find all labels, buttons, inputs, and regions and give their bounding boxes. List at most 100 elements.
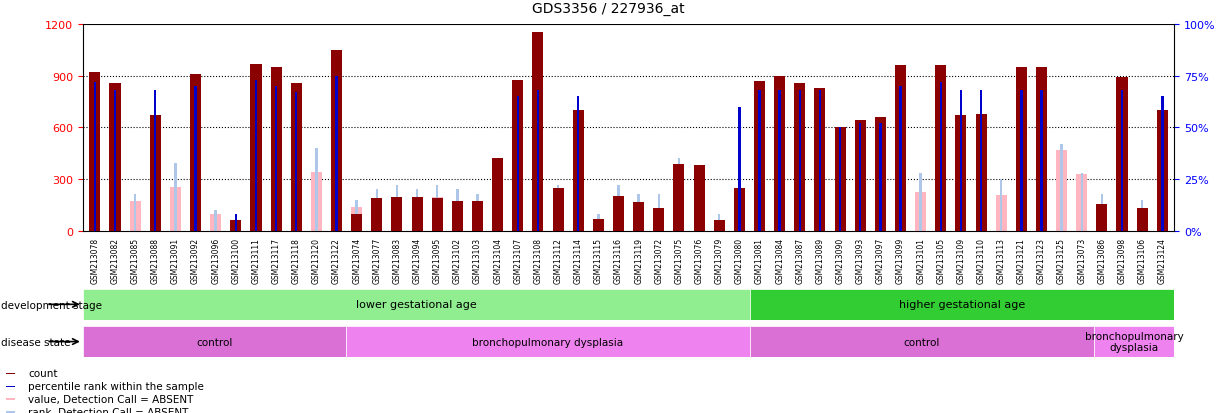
Bar — [654, 209, 664, 231]
Bar — [456, 190, 459, 231]
Bar — [1116, 78, 1128, 231]
Text: bronchopulmonary
dysplasia: bronchopulmonary dysplasia — [1084, 331, 1183, 353]
Bar — [6, 373, 15, 374]
Bar — [83, 326, 346, 357]
Bar — [1157, 111, 1168, 231]
Bar — [854, 120, 865, 231]
Bar — [472, 202, 483, 231]
Bar — [155, 91, 157, 231]
Bar — [235, 215, 237, 231]
Bar — [894, 66, 905, 231]
Bar — [492, 161, 503, 231]
Bar — [1076, 174, 1087, 231]
Bar — [859, 124, 862, 231]
Bar — [1016, 68, 1027, 231]
Bar — [758, 91, 761, 231]
Bar — [798, 91, 801, 231]
Bar — [694, 166, 705, 231]
Bar — [6, 386, 15, 387]
Bar — [376, 190, 378, 231]
Text: bronchopulmonary dysplasia: bronchopulmonary dysplasia — [472, 337, 623, 347]
Bar — [1020, 91, 1022, 231]
Bar — [795, 84, 806, 231]
Bar — [935, 66, 947, 231]
Bar — [537, 91, 539, 231]
Bar — [295, 93, 297, 231]
Bar — [134, 194, 136, 231]
Bar — [573, 111, 584, 231]
Bar — [195, 87, 197, 231]
Bar — [497, 163, 499, 231]
Bar — [170, 188, 181, 231]
Bar — [657, 194, 660, 231]
Bar — [1100, 194, 1103, 231]
Bar — [919, 173, 921, 231]
Bar — [113, 91, 116, 231]
Bar — [211, 214, 221, 231]
Bar — [452, 201, 462, 231]
Bar — [734, 188, 745, 231]
Bar — [1161, 97, 1163, 231]
Bar — [673, 164, 684, 231]
Bar — [411, 199, 422, 231]
Bar — [1081, 173, 1083, 231]
Bar — [355, 200, 358, 231]
Bar — [1097, 204, 1107, 231]
Bar — [996, 195, 1006, 231]
Bar — [940, 83, 942, 231]
Bar — [432, 198, 443, 231]
Bar — [110, 84, 120, 231]
Bar — [960, 91, 963, 231]
Bar — [739, 173, 741, 231]
Bar — [875, 118, 886, 231]
Bar — [755, 82, 765, 231]
Bar — [371, 199, 382, 231]
Bar — [129, 201, 141, 231]
Bar — [1121, 91, 1123, 231]
Bar — [1142, 200, 1144, 231]
Bar — [577, 97, 579, 231]
Text: control: control — [903, 337, 940, 347]
Bar — [352, 214, 363, 231]
Bar — [492, 159, 503, 231]
Bar — [94, 83, 96, 231]
Bar — [532, 33, 544, 231]
Bar — [331, 51, 342, 231]
Bar — [593, 220, 604, 231]
Bar — [476, 194, 478, 231]
Bar — [976, 114, 987, 231]
Bar — [472, 201, 483, 231]
Bar — [6, 411, 15, 413]
Bar — [638, 194, 640, 231]
Bar — [1036, 68, 1047, 231]
Bar — [553, 188, 563, 231]
Bar — [899, 87, 902, 231]
Bar — [718, 215, 720, 231]
Bar — [190, 75, 201, 231]
Bar — [980, 91, 982, 231]
Bar — [697, 165, 700, 231]
Bar — [819, 91, 821, 231]
Text: control: control — [196, 337, 232, 347]
Bar — [436, 186, 438, 231]
Bar — [275, 87, 277, 231]
Bar — [310, 173, 323, 231]
Bar — [512, 81, 523, 231]
Bar — [230, 220, 241, 231]
Bar — [633, 204, 644, 231]
Bar — [750, 326, 1094, 357]
Bar — [713, 222, 725, 231]
Bar — [814, 88, 825, 231]
Bar — [678, 159, 680, 231]
Bar — [254, 81, 257, 231]
Bar — [1060, 145, 1062, 231]
Bar — [955, 116, 966, 231]
Bar — [839, 128, 841, 231]
Bar — [553, 189, 563, 231]
Bar — [694, 166, 705, 231]
Bar — [396, 186, 398, 231]
Bar — [352, 207, 363, 231]
Bar — [89, 73, 100, 231]
Bar — [315, 149, 318, 231]
Bar — [83, 289, 750, 320]
